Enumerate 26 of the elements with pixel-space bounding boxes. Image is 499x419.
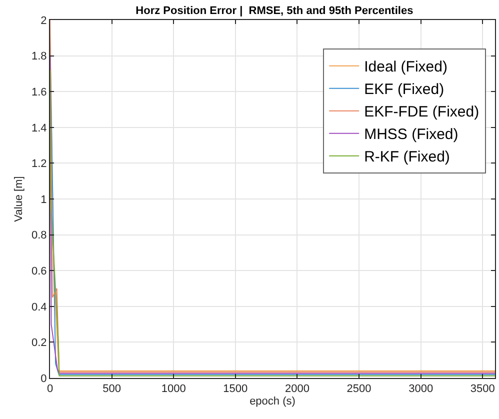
y-tick-label: 0.4 (32, 301, 47, 314)
y-tick-label: 0.8 (32, 230, 47, 242)
y-tick-label: 1.4 (32, 122, 47, 134)
chart-title: Horz Position Error | RMSE, 5th and 95th Percentiles (136, 4, 414, 17)
legend-label: EKF-FDE (Fixed) (364, 104, 480, 121)
y-tick-label: 1.2 (32, 158, 47, 170)
x-tick-label: 500 (102, 383, 121, 396)
x-tick-label: 3500 (470, 383, 495, 396)
y-axis-title: Value [m] (13, 176, 26, 222)
y-tick-label: 2 (40, 14, 47, 27)
y-tick-label: 0.6 (32, 265, 47, 278)
x-tick-label: 1500 (223, 383, 248, 396)
legend-label: EKF (Fixed) (364, 81, 444, 98)
x-tick-label: 2500 (346, 383, 372, 396)
legend-label: Ideal (Fixed) (364, 58, 448, 76)
y-tick-label: 1.8 (32, 50, 47, 63)
x-axis-title: epoch (s) (250, 395, 296, 408)
legend-label: R-KF (Fixed) (364, 148, 450, 166)
y-tick-label: 0 (40, 372, 47, 385)
x-tick-label: 1000 (161, 383, 186, 396)
x-tick-label: 3000 (408, 383, 434, 396)
y-tick-label: 1.6 (32, 86, 47, 98)
y-tick-label: 0.2 (32, 337, 47, 350)
y-tick-label: 1 (40, 194, 47, 206)
x-tick-label: 2000 (284, 383, 310, 396)
legend-label: MHSS (Fixed) (364, 126, 458, 144)
